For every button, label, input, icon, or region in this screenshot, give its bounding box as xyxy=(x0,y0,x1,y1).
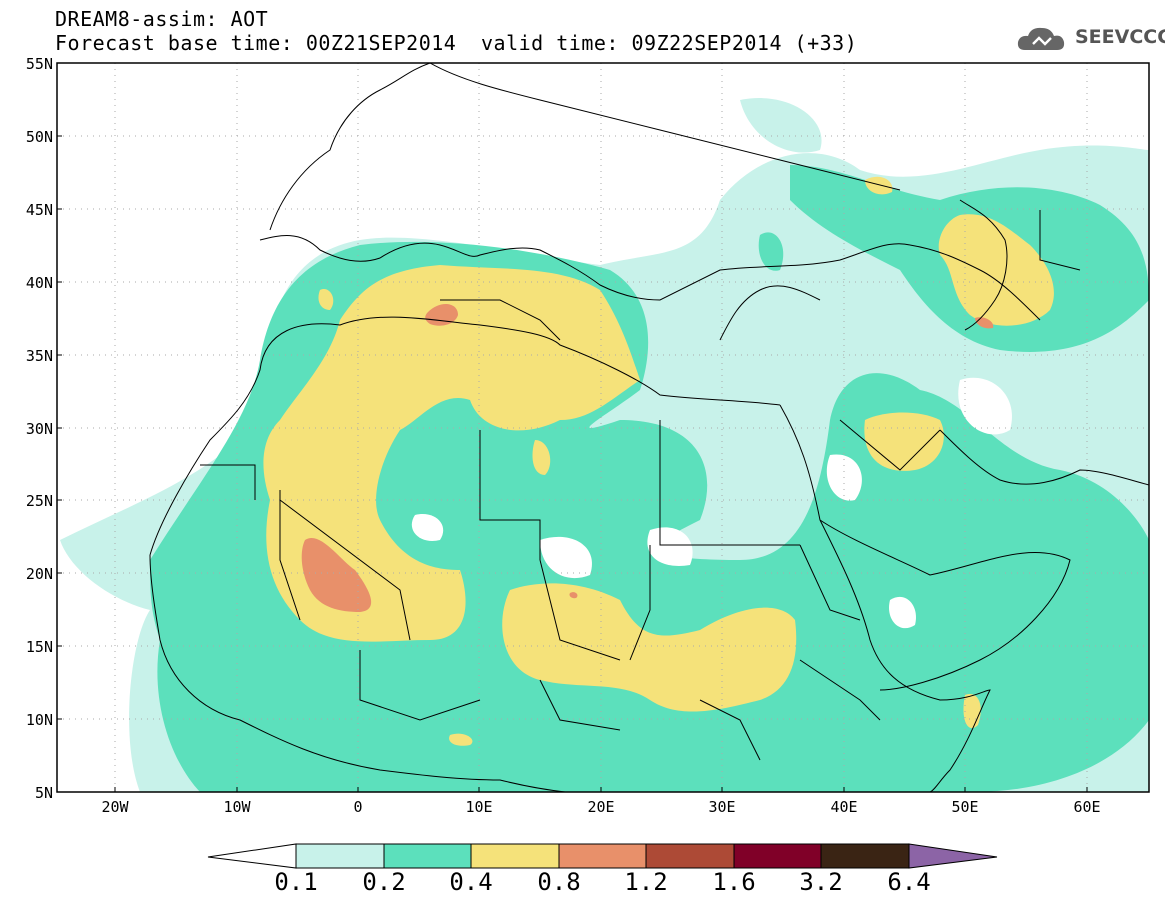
lat-label: 35N xyxy=(25,347,53,365)
lat-label: 55N xyxy=(25,55,53,73)
lat-label: 15N xyxy=(25,638,53,656)
lon-label: 0 xyxy=(353,798,363,816)
cloud-icon xyxy=(1017,27,1065,50)
lon-label: 20E xyxy=(587,798,615,816)
lat-label: 25N xyxy=(25,492,53,510)
lon-label: 50E xyxy=(951,798,979,816)
lat-label: 50N xyxy=(25,128,53,146)
lat-label: 10N xyxy=(25,711,53,729)
tick-marks xyxy=(57,135,1088,792)
colorbar-swatch xyxy=(558,843,647,869)
colorbar-label: 1.6 xyxy=(712,868,756,896)
colorbar-swatch xyxy=(645,843,735,869)
lat-label: 5N xyxy=(34,784,53,802)
colorbar-label: 6.4 xyxy=(887,868,931,896)
colorbar-label: 0.8 xyxy=(537,868,581,896)
lat-label: 30N xyxy=(25,420,53,438)
lon-label: 20W xyxy=(101,798,129,816)
colorbar-label: 0.1 xyxy=(274,868,318,896)
colorbar-swatch xyxy=(733,843,822,869)
colorbar-swatch xyxy=(383,843,472,869)
forecast-base-time: Forecast base time: 00Z21SEP2014 xyxy=(55,31,457,55)
map-title: DREAM8-assim: AOT xyxy=(55,7,269,31)
colorbar-label: 3.2 xyxy=(799,868,843,896)
colorbar-label: 0.4 xyxy=(449,868,493,896)
valid-time: valid time: 09Z22SEP2014 (+33) xyxy=(481,31,858,55)
colorbar-swatch xyxy=(820,843,910,869)
aot-band-0.4 xyxy=(263,176,1054,746)
graticule xyxy=(57,63,1149,792)
lat-label: 40N xyxy=(25,274,53,292)
colorbar-label: 0.2 xyxy=(362,868,406,896)
lon-label: 10E xyxy=(465,798,493,816)
lon-label: 40E xyxy=(830,798,858,816)
lon-label: 30E xyxy=(708,798,736,816)
colorbar-upper-arrow xyxy=(908,843,998,869)
colorbar xyxy=(207,843,998,869)
lon-label: 60E xyxy=(1073,798,1101,816)
seevccc-logo: SEEVCCC xyxy=(1015,22,1165,56)
colorbar-swatch xyxy=(295,843,385,869)
coastlines xyxy=(149,63,1149,792)
colorbar-lower-arrow xyxy=(207,843,297,869)
colorbar-swatch xyxy=(470,843,560,869)
colorbar-label: 1.2 xyxy=(624,868,668,896)
lon-label: 10W xyxy=(223,798,251,816)
logo-text: SEEVCCC xyxy=(1075,26,1165,48)
lat-label: 20N xyxy=(25,565,53,583)
aot-band-0.8 xyxy=(301,304,994,612)
aot-field xyxy=(60,98,1149,792)
lat-label: 45N xyxy=(25,201,53,219)
